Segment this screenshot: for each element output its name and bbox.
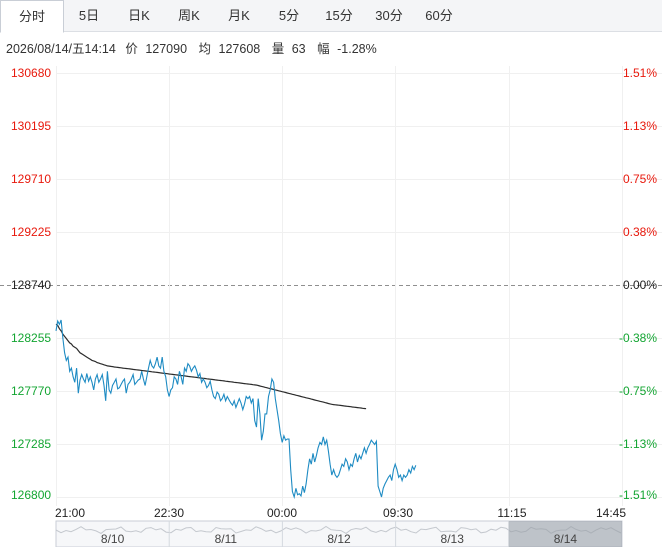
pct-tick-2: 0.75% xyxy=(623,172,657,186)
navigator-date-2[interactable]: 8/12 xyxy=(327,532,351,546)
avg-value: 127608 xyxy=(218,42,261,56)
quote-datetime: 2026/08/14/五14:14 xyxy=(6,42,116,56)
pct-tick-0: 1.51% xyxy=(623,66,657,80)
price-line xyxy=(55,319,417,500)
price-tick-5: 128255 xyxy=(11,331,51,345)
price-tick-8: 126800 xyxy=(11,488,51,502)
time-axis: 21:00 22:30 00:00 09:30 11:15 14:45 xyxy=(55,506,626,520)
tab-8[interactable]: 60分 xyxy=(425,8,453,23)
time-tick-1: 22:30 xyxy=(154,506,184,520)
price-tick-4: 128740 xyxy=(11,278,51,292)
tab-3[interactable]: 周K xyxy=(178,8,200,23)
period-tabs: 分时 5日 日K 周K 月K 5分 15分 30分 60分 xyxy=(0,0,662,33)
price-tick-3: 129225 xyxy=(11,225,51,239)
navigator-date-3[interactable]: 8/13 xyxy=(441,532,465,546)
tab-6[interactable]: 15分 xyxy=(325,8,353,23)
tab-0[interactable]: 分时 xyxy=(0,0,64,33)
navigator-date-0[interactable]: 8/10 xyxy=(101,532,125,546)
pct-tick-3: 0.38% xyxy=(623,225,657,239)
chart-grid xyxy=(0,66,662,506)
price-tick-7: 127285 xyxy=(11,437,51,451)
navigator-selection xyxy=(508,521,622,547)
tab-2[interactable]: 日K xyxy=(128,8,150,23)
price-tick-2: 129710 xyxy=(11,172,51,186)
price-tick-1: 130195 xyxy=(11,119,51,133)
percent-axis: 1.51% 1.13% 0.75% 0.38% 0.00% -0.38% -0.75% -1.… xyxy=(619,66,657,502)
price-value: 127090 xyxy=(145,42,188,56)
price-label: 价 xyxy=(125,42,138,56)
price-axis: 130680 130195 129710 129225 128740 128255 1277… xyxy=(11,66,51,502)
volume-label: 量 xyxy=(271,42,285,56)
change-label: 幅 xyxy=(317,42,330,56)
navigator-date-4[interactable]: 8/14 xyxy=(554,532,578,546)
pct-tick-4: 0.00% xyxy=(623,278,657,292)
tab-5[interactable]: 5分 xyxy=(278,8,300,23)
time-tick-3: 09:30 xyxy=(383,506,413,520)
price-tick-0: 130680 xyxy=(11,66,51,80)
pct-tick-7: -1.13% xyxy=(619,437,657,451)
price-tick-6: 127770 xyxy=(11,384,51,398)
navigator-date-1[interactable]: 8/11 xyxy=(215,532,238,546)
volume-value: 63 xyxy=(291,42,306,56)
time-tick-5: 14:45 xyxy=(596,506,626,520)
pct-tick-5: -0.38% xyxy=(619,331,657,345)
pct-tick-1: 1.13% xyxy=(623,119,657,133)
tab-4[interactable]: 月K xyxy=(228,8,250,23)
time-tick-2: 00:00 xyxy=(267,506,297,520)
time-tick-4: 11:15 xyxy=(497,506,526,520)
change-value: -1.28% xyxy=(337,42,377,56)
average-price-line xyxy=(55,323,367,410)
avg-label: 均 xyxy=(198,42,212,56)
quote-info-bar: 2026/08/14/五14:14 价 127090 均 127608 量 63… xyxy=(6,38,377,57)
time-tick-0: 21:00 xyxy=(55,506,85,520)
pct-tick-8: -1.51% xyxy=(619,488,657,502)
tab-1[interactable]: 5日 xyxy=(78,8,100,23)
pct-tick-6: -0.75% xyxy=(619,384,657,398)
tab-7[interactable]: 30分 xyxy=(375,8,403,23)
date-navigator: 8/10 8/11 8/12 8/13 8/14 xyxy=(55,520,623,547)
